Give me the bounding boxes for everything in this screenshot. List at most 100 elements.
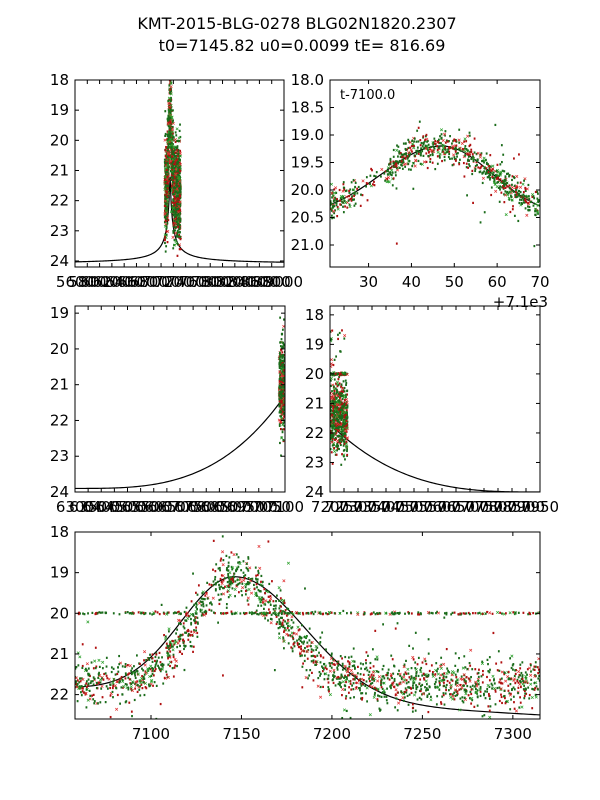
data-point (169, 70, 171, 72)
data-point (370, 673, 373, 676)
data-point (94, 667, 97, 670)
x-tick-label: 6450 (95, 498, 133, 516)
data-point (425, 137, 429, 141)
data-point (164, 216, 166, 219)
data-point (434, 139, 437, 143)
data-point (153, 681, 156, 684)
data-point (330, 358, 333, 362)
data-point (168, 640, 172, 644)
data-point (513, 701, 515, 704)
data-point (481, 681, 484, 684)
data-point (468, 679, 472, 683)
data-point (283, 318, 285, 321)
data-point (169, 137, 172, 140)
data-point (170, 100, 172, 103)
data-point (197, 622, 199, 625)
data-point (165, 197, 168, 200)
data-point (498, 699, 501, 703)
data-point (439, 128, 444, 132)
data-point (190, 600, 193, 603)
data-point (343, 411, 345, 414)
data-point (486, 170, 488, 173)
data-point (355, 686, 358, 689)
data-point (169, 210, 173, 214)
data-point (330, 436, 332, 439)
data-point (512, 190, 515, 193)
data-point (346, 416, 349, 419)
data-point (339, 442, 342, 445)
data-point (422, 143, 425, 146)
data-point (439, 666, 443, 670)
data-point (269, 617, 272, 621)
data-point (380, 678, 383, 681)
data-point (173, 158, 176, 161)
data-point (340, 383, 343, 386)
data-point (386, 677, 389, 680)
data-point (419, 139, 422, 142)
y-tick-label: 21.0 (291, 236, 324, 254)
data-point (469, 685, 472, 688)
data-point (337, 425, 340, 428)
data-point (341, 439, 344, 442)
data-point (269, 621, 273, 625)
data-point (422, 135, 425, 138)
data-point (533, 202, 538, 206)
data-point (333, 212, 336, 215)
data-point (410, 675, 413, 678)
data-point (243, 575, 245, 578)
data-point (192, 650, 194, 653)
data-point (330, 405, 333, 408)
data-point (376, 658, 379, 661)
data-point (343, 414, 346, 417)
data-point (255, 574, 258, 577)
data-point (393, 679, 396, 682)
data-point (178, 154, 182, 158)
data-point (391, 658, 394, 661)
data-point (506, 172, 508, 175)
data-point (282, 404, 285, 407)
data-point (436, 695, 439, 698)
data-point (510, 666, 513, 670)
data-point (278, 622, 281, 626)
data-point (397, 722, 400, 725)
x-tick-label: 8800 (253, 273, 291, 291)
data-point (473, 137, 476, 140)
data-point (401, 161, 404, 164)
data-point (411, 142, 415, 146)
data-point (476, 158, 479, 161)
data-point (163, 238, 166, 241)
data-point (296, 625, 300, 629)
data-point (392, 148, 395, 152)
data-point (338, 421, 341, 424)
data-point (458, 163, 461, 166)
data-point (331, 217, 334, 220)
data-point (455, 152, 458, 155)
data-point (494, 690, 497, 693)
data-point (114, 673, 117, 676)
data-point (436, 162, 439, 165)
data-point (499, 178, 502, 181)
data-point (407, 138, 410, 141)
data-point (282, 422, 285, 425)
data-point (97, 702, 99, 705)
data-point (179, 149, 182, 153)
data-point (333, 671, 336, 674)
data-point (489, 176, 492, 180)
data-point (344, 379, 347, 382)
data-point (174, 172, 178, 176)
data-point (171, 645, 174, 648)
data-point (399, 674, 402, 677)
data-point (75, 666, 78, 669)
data-point (165, 185, 168, 188)
data-point (463, 147, 466, 150)
data-point (330, 440, 334, 444)
data-point (171, 125, 174, 129)
data-point (458, 656, 460, 660)
data-point (407, 162, 410, 165)
data-point (454, 139, 457, 142)
data-point (538, 674, 540, 678)
data-point (336, 420, 339, 423)
data-point (330, 654, 333, 657)
data-point (129, 682, 132, 685)
data-point (413, 164, 417, 168)
